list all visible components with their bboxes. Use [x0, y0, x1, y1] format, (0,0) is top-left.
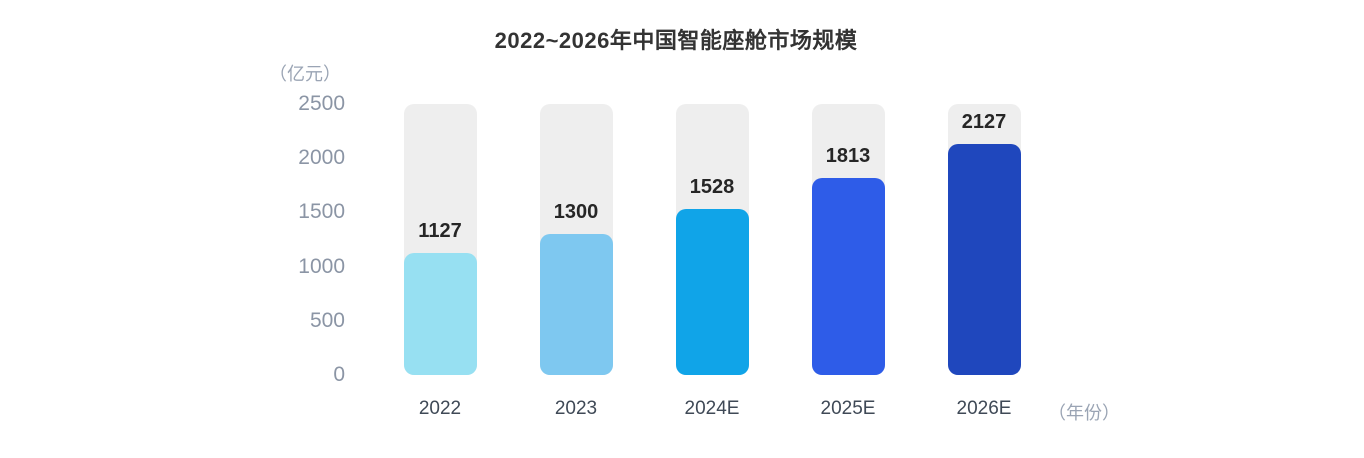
bar-value-label-2026E: 2127	[961, 111, 1007, 133]
bar-track-2024E: 1528	[675, 104, 749, 375]
bar-value-label-2023: 1300	[553, 201, 599, 223]
y-tick-label: 1000	[298, 254, 345, 278]
chart-title: 2022~2026年中国智能座舱市场规模	[494, 28, 858, 53]
y-tick-label: 500	[309, 308, 345, 332]
bar-2024E[interactable]	[675, 209, 749, 375]
y-axis-unit-label: （亿元）	[269, 64, 341, 84]
x-category-label-2026E: 2026E	[956, 398, 1012, 419]
y-tick-label: 0	[333, 363, 345, 386]
bar-value-label-2022: 1127	[418, 220, 462, 242]
bar-track-2025E: 1813	[811, 104, 885, 375]
x-category-label-2023: 2023	[554, 398, 598, 419]
bar-track-2022: 1127	[403, 104, 477, 375]
y-tick-label: 1500	[298, 200, 345, 224]
y-tick-label: 2500	[298, 92, 345, 115]
bar-value-label-2025E: 1813	[825, 145, 871, 167]
bar-2022[interactable]	[403, 253, 477, 375]
bar-track-2023: 1300	[539, 104, 613, 375]
bar-track-2026E: 2127	[947, 104, 1021, 375]
x-axis-unit-label: （年份）	[1048, 403, 1120, 423]
bar-value-label-2024E: 1528	[689, 176, 735, 198]
x-category-label-2022: 2022	[418, 398, 462, 419]
x-category-label-2025E: 2025E	[820, 398, 876, 419]
y-tick-label: 2000	[298, 146, 345, 170]
bar-2026E[interactable]	[947, 144, 1021, 375]
x-category-label-2024E: 2024E	[684, 398, 740, 419]
bar-2025E[interactable]	[811, 178, 885, 375]
bar-2023[interactable]	[539, 234, 613, 375]
